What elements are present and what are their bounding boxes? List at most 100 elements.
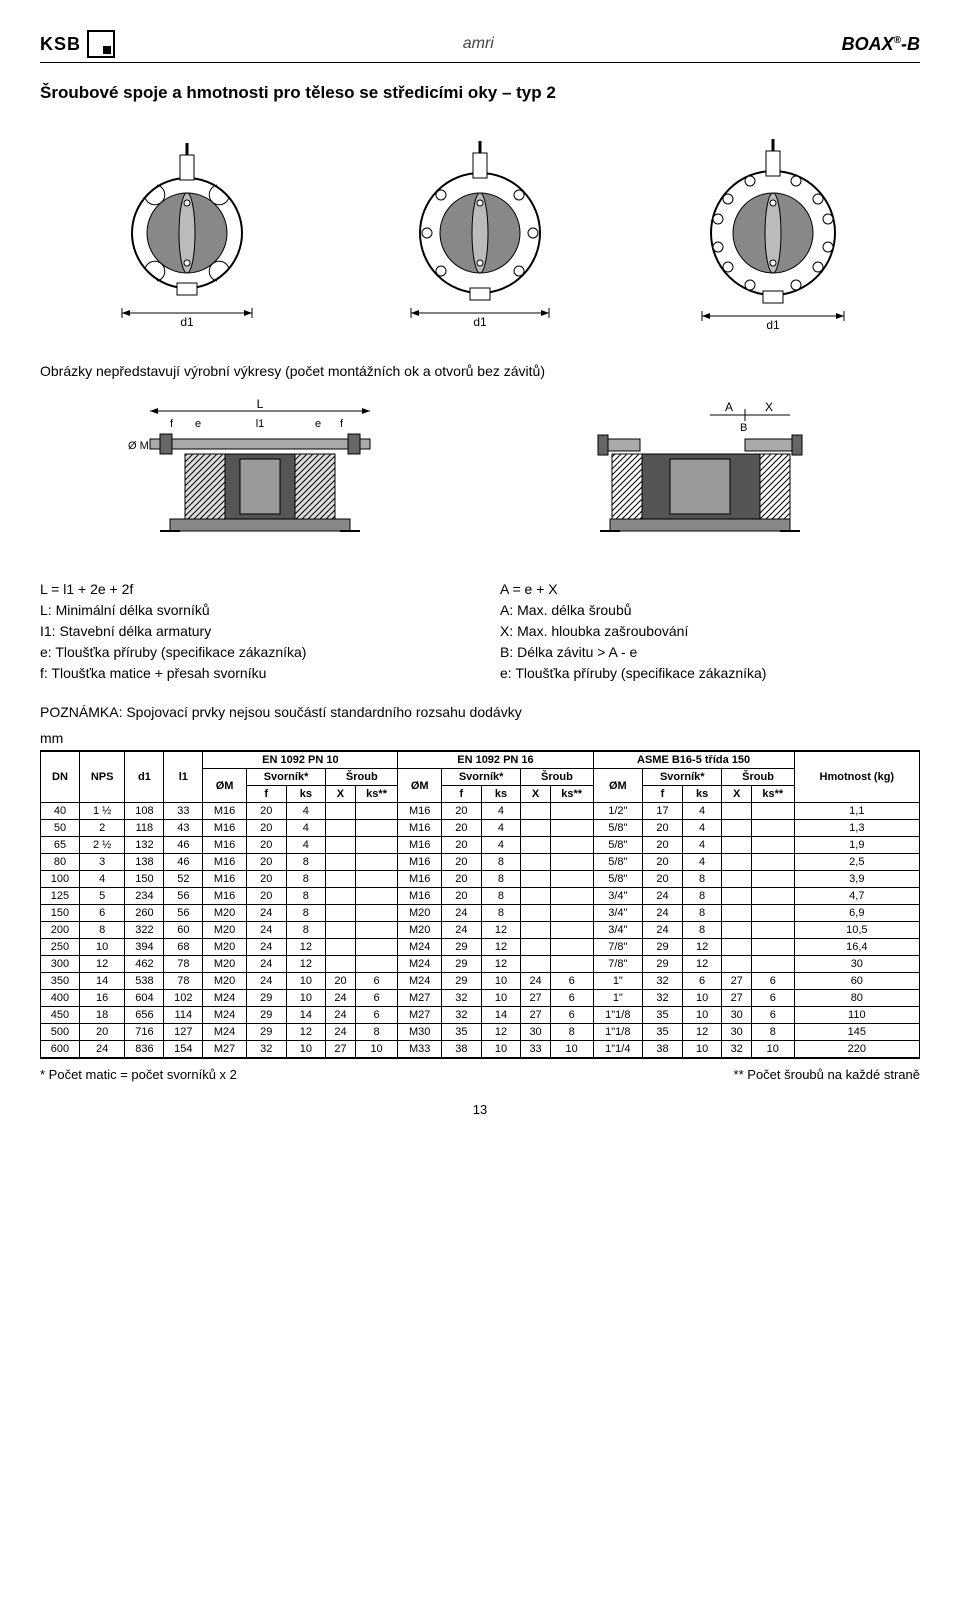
table-cell — [326, 871, 356, 888]
table-cell: 24 — [643, 888, 683, 905]
table-cell: 127 — [164, 1024, 203, 1041]
table-cell: 10 — [355, 1041, 398, 1059]
table-row: 60024836154M2732102710M33381033101"1/438… — [41, 1041, 920, 1059]
table-cell: M16 — [398, 803, 442, 820]
table-cell: 8 — [286, 871, 326, 888]
table-cell: 6 — [355, 973, 398, 990]
table-cell: 50 — [41, 820, 80, 837]
table-cell: 24 — [246, 939, 286, 956]
table-cell: 4 — [286, 820, 326, 837]
table-cell: 5/8" — [593, 820, 643, 837]
svg-text:L: L — [257, 399, 264, 411]
table-cell — [355, 854, 398, 871]
table-cell: 24 — [521, 973, 551, 990]
table-cell: 8 — [550, 1024, 593, 1041]
table-cell: 4,7 — [794, 888, 919, 905]
table-cell: 24 — [326, 990, 356, 1007]
table-cell: 8 — [286, 905, 326, 922]
svg-text:f: f — [170, 418, 174, 430]
table-cell — [550, 837, 593, 854]
table-cell: 4 — [682, 837, 722, 854]
table-cell — [521, 854, 551, 871]
table-cell: M16 — [203, 888, 247, 905]
table-cell: 3/4" — [593, 905, 643, 922]
table-cell: M16 — [203, 837, 247, 854]
table-cell: 1"1/4 — [593, 1041, 643, 1059]
th-dn: DN — [41, 751, 80, 803]
th-sv1: Svorník* — [246, 769, 325, 786]
table-cell: 29 — [643, 956, 683, 973]
table-cell: 150 — [41, 905, 80, 922]
table-cell: 20 — [246, 888, 286, 905]
table-cell — [722, 922, 752, 939]
table-cell: 125 — [41, 888, 80, 905]
note: POZNÁMKA: Spojovací prvky nejsou součást… — [40, 704, 920, 720]
table-cell: 6 — [550, 1007, 593, 1024]
table-cell — [550, 820, 593, 837]
table-cell: 1,9 — [794, 837, 919, 854]
table-cell: 500 — [41, 1024, 80, 1041]
diagram-caption: Obrázky nepředstavují výrobní výkresy (p… — [40, 363, 920, 379]
table-cell: 24 — [326, 1007, 356, 1024]
table-cell: 52 — [164, 871, 203, 888]
table-cell: 32 — [643, 990, 683, 1007]
table-cell — [521, 871, 551, 888]
table-cell — [722, 888, 752, 905]
cross-section-right: A X B e — [550, 399, 850, 549]
table-cell: 56 — [164, 888, 203, 905]
th-hmot: Hmotnost (kg) — [794, 751, 919, 803]
table-cell: M16 — [203, 820, 247, 837]
th-sr3: Šroub — [722, 769, 794, 786]
table-cell — [751, 803, 794, 820]
table-cell: 100 — [41, 871, 80, 888]
table-cell: M16 — [398, 837, 442, 854]
table-cell: 32 — [722, 1041, 752, 1059]
table-cell: 10 — [481, 973, 521, 990]
table-cell: 30 — [521, 1024, 551, 1041]
unit-label: mm — [40, 730, 920, 746]
th-f1: f — [246, 786, 286, 803]
table-cell: 14 — [286, 1007, 326, 1024]
valve-diagram-2: d1 — [385, 123, 575, 333]
table-cell: 10 — [481, 1041, 521, 1059]
table-cell: 20 — [326, 973, 356, 990]
svg-text:B: B — [740, 422, 747, 434]
table-cell: M20 — [203, 905, 247, 922]
table-cell: 14 — [79, 973, 124, 990]
table-cell: 12 — [481, 939, 521, 956]
svg-text:e: e — [195, 418, 201, 430]
table-cell: M16 — [398, 854, 442, 871]
table-cell: 10 — [682, 1007, 722, 1024]
table-cell: 78 — [164, 973, 203, 990]
table-cell: 20 — [246, 837, 286, 854]
brand-right-suffix: -B — [901, 34, 920, 54]
table-cell — [550, 905, 593, 922]
table-cell — [751, 956, 794, 973]
table-cell: 1"1/8 — [593, 1024, 643, 1041]
table-cell: 1" — [593, 973, 643, 990]
table-cell: 18 — [79, 1007, 124, 1024]
table-cell — [521, 939, 551, 956]
th-kss1: ks** — [355, 786, 398, 803]
th-group2: EN 1092 PN 16 — [398, 751, 593, 769]
table-cell: 12 — [481, 956, 521, 973]
table-cell: 10 — [682, 1041, 722, 1059]
table-cell: 10 — [682, 990, 722, 1007]
svg-text:e: e — [315, 418, 321, 430]
table-cell — [722, 939, 752, 956]
legend-right: A = e + X A: Max. délka šroubů X: Max. h… — [500, 579, 920, 684]
table-cell — [521, 803, 551, 820]
table-cell — [722, 854, 752, 871]
table-cell: M16 — [203, 854, 247, 871]
table-cell: 110 — [794, 1007, 919, 1024]
legend-columns: L = l1 + 2e + 2f L: Minimální délka svor… — [40, 579, 920, 684]
table-cell — [550, 956, 593, 973]
table-cell: 68 — [164, 939, 203, 956]
table-cell — [355, 837, 398, 854]
table-cell: 20 — [246, 803, 286, 820]
table-cell — [521, 837, 551, 854]
table-cell: 138 — [125, 854, 164, 871]
th-x2: X — [521, 786, 551, 803]
table-cell: 4 — [79, 871, 124, 888]
table-cell — [550, 939, 593, 956]
